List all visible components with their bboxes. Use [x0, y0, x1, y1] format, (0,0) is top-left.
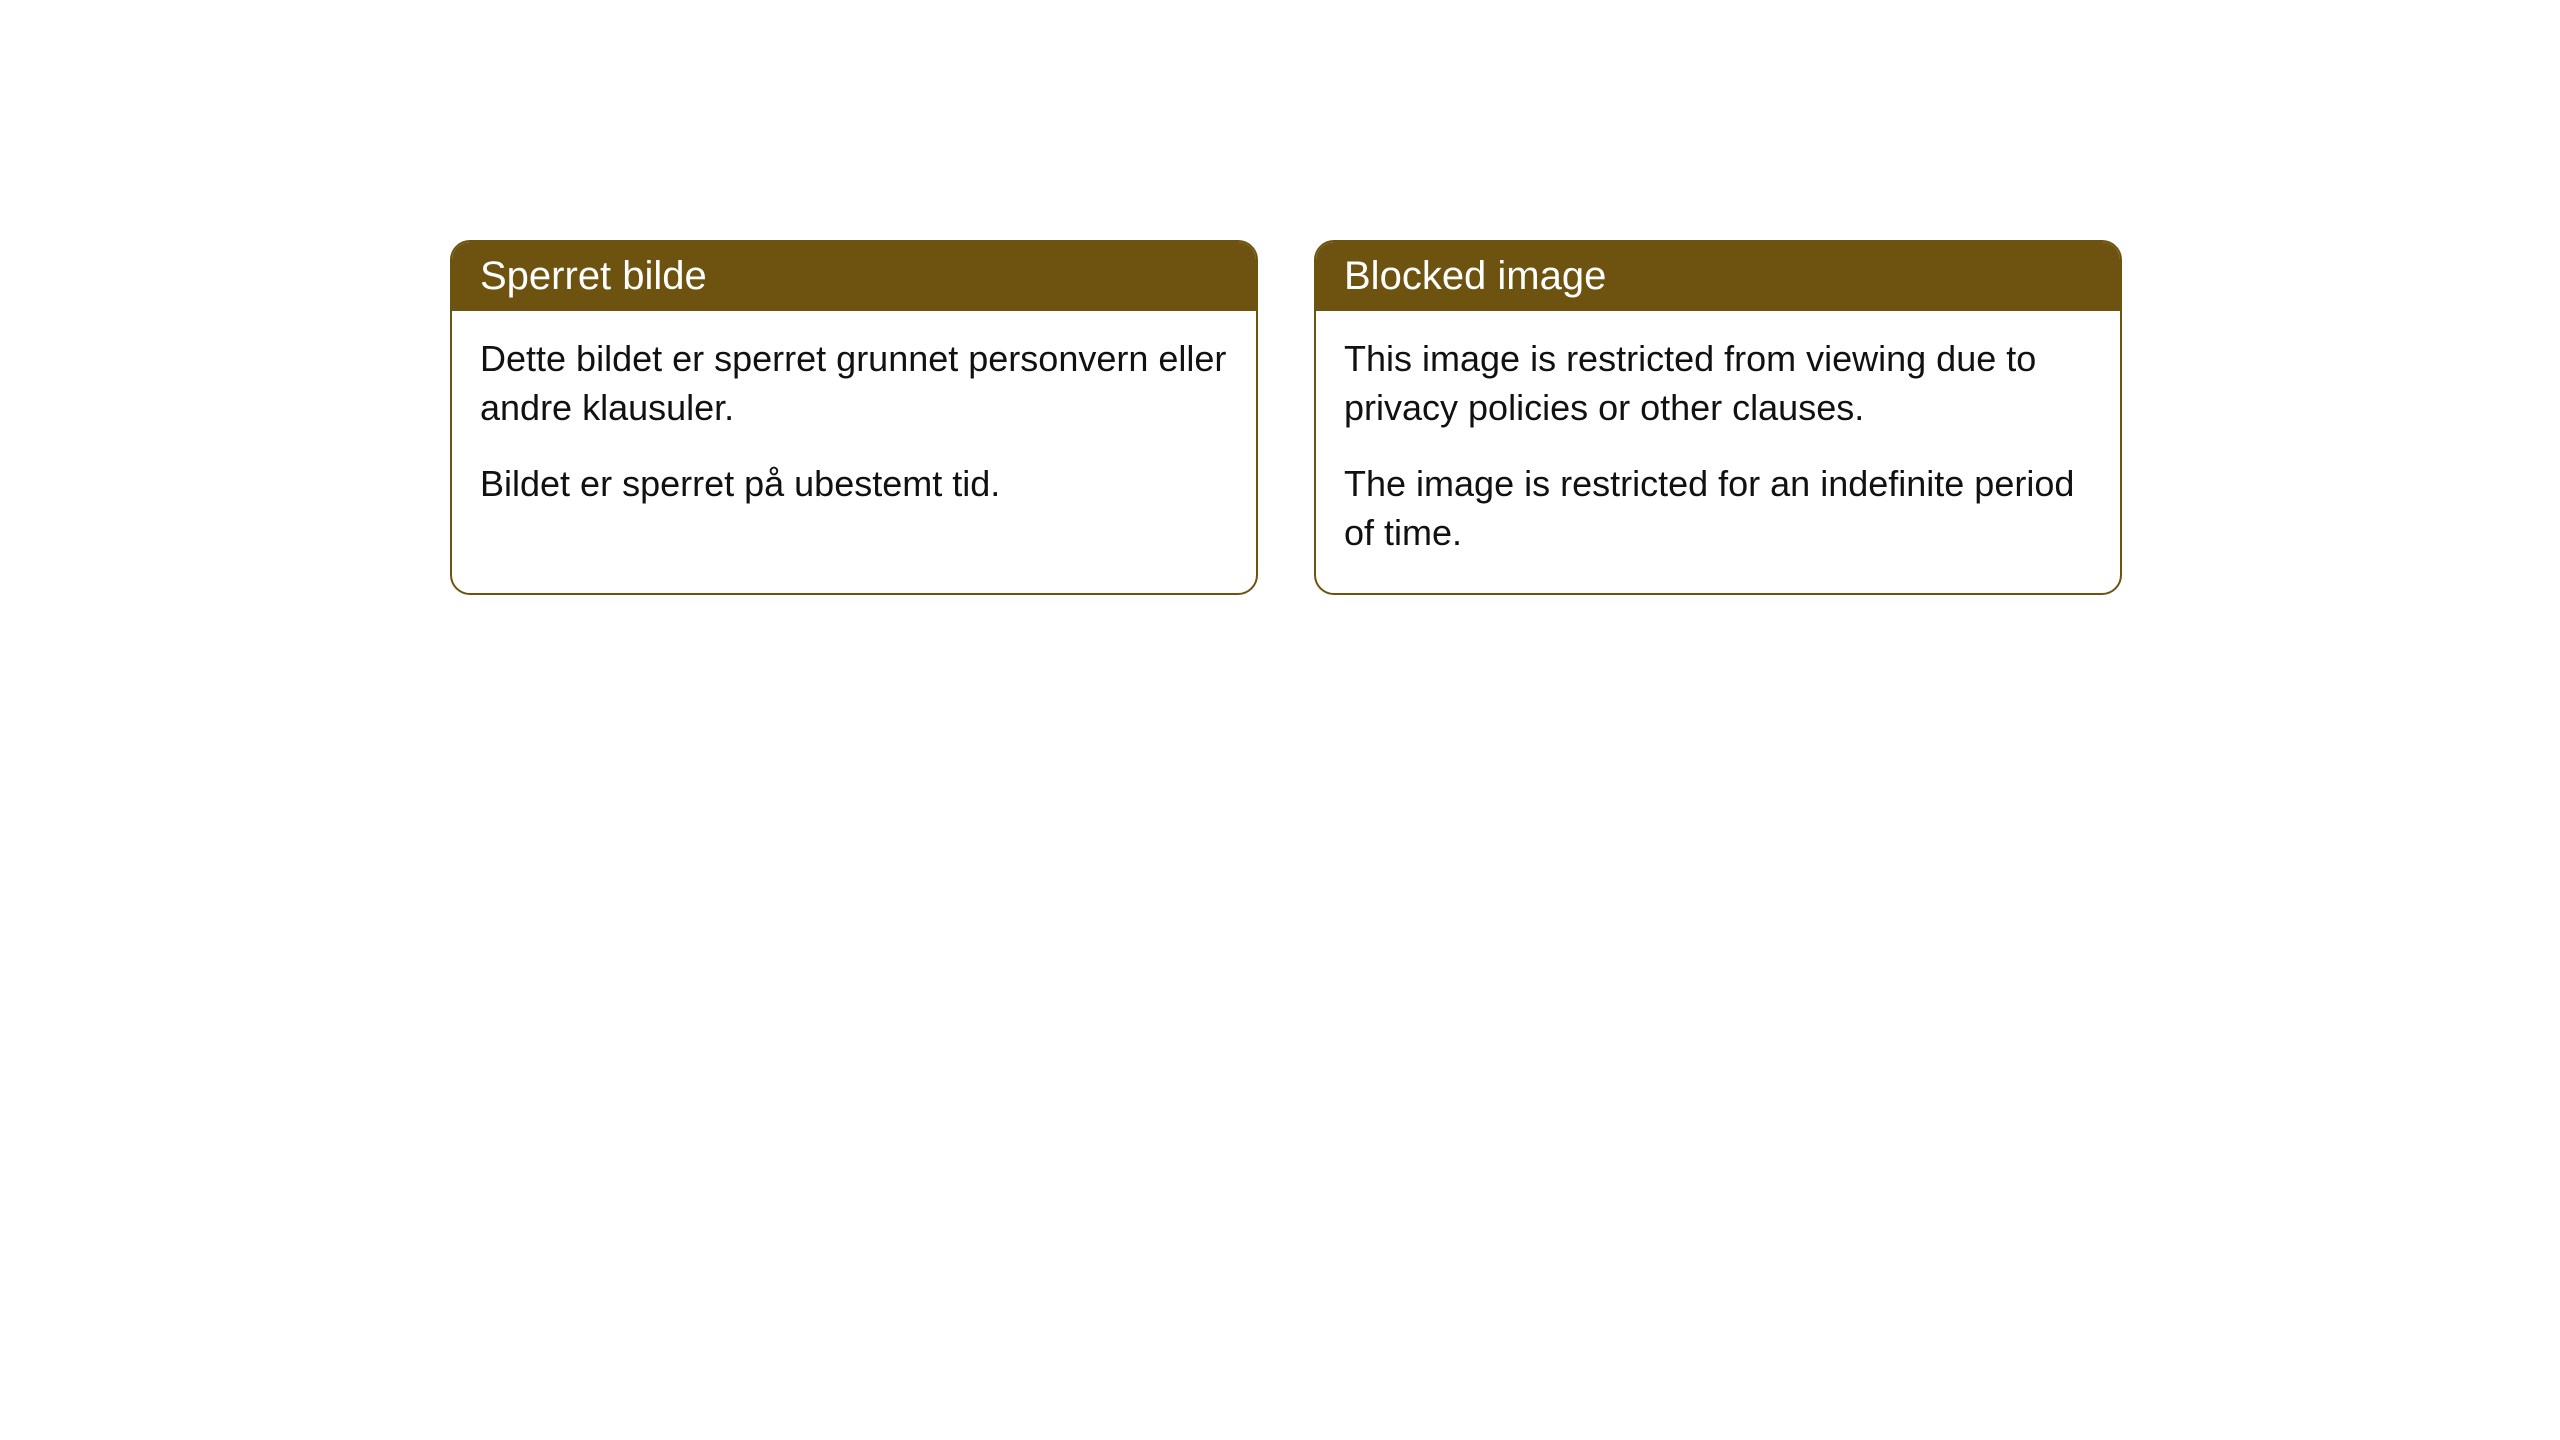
notice-card-norwegian: Sperret bilde Dette bildet er sperret gr…: [450, 240, 1258, 595]
card-header: Blocked image: [1316, 242, 2120, 311]
notice-container: Sperret bilde Dette bildet er sperret gr…: [0, 0, 2560, 595]
card-body: This image is restricted from viewing du…: [1316, 311, 2120, 593]
card-title: Blocked image: [1344, 254, 1606, 298]
card-paragraph: Dette bildet er sperret grunnet personve…: [480, 335, 1228, 432]
card-body: Dette bildet er sperret grunnet personve…: [452, 311, 1256, 545]
card-title: Sperret bilde: [480, 254, 707, 298]
card-header: Sperret bilde: [452, 242, 1256, 311]
card-paragraph: This image is restricted from viewing du…: [1344, 335, 2092, 432]
notice-card-english: Blocked image This image is restricted f…: [1314, 240, 2122, 595]
card-paragraph: The image is restricted for an indefinit…: [1344, 460, 2092, 557]
card-paragraph: Bildet er sperret på ubestemt tid.: [480, 460, 1228, 509]
